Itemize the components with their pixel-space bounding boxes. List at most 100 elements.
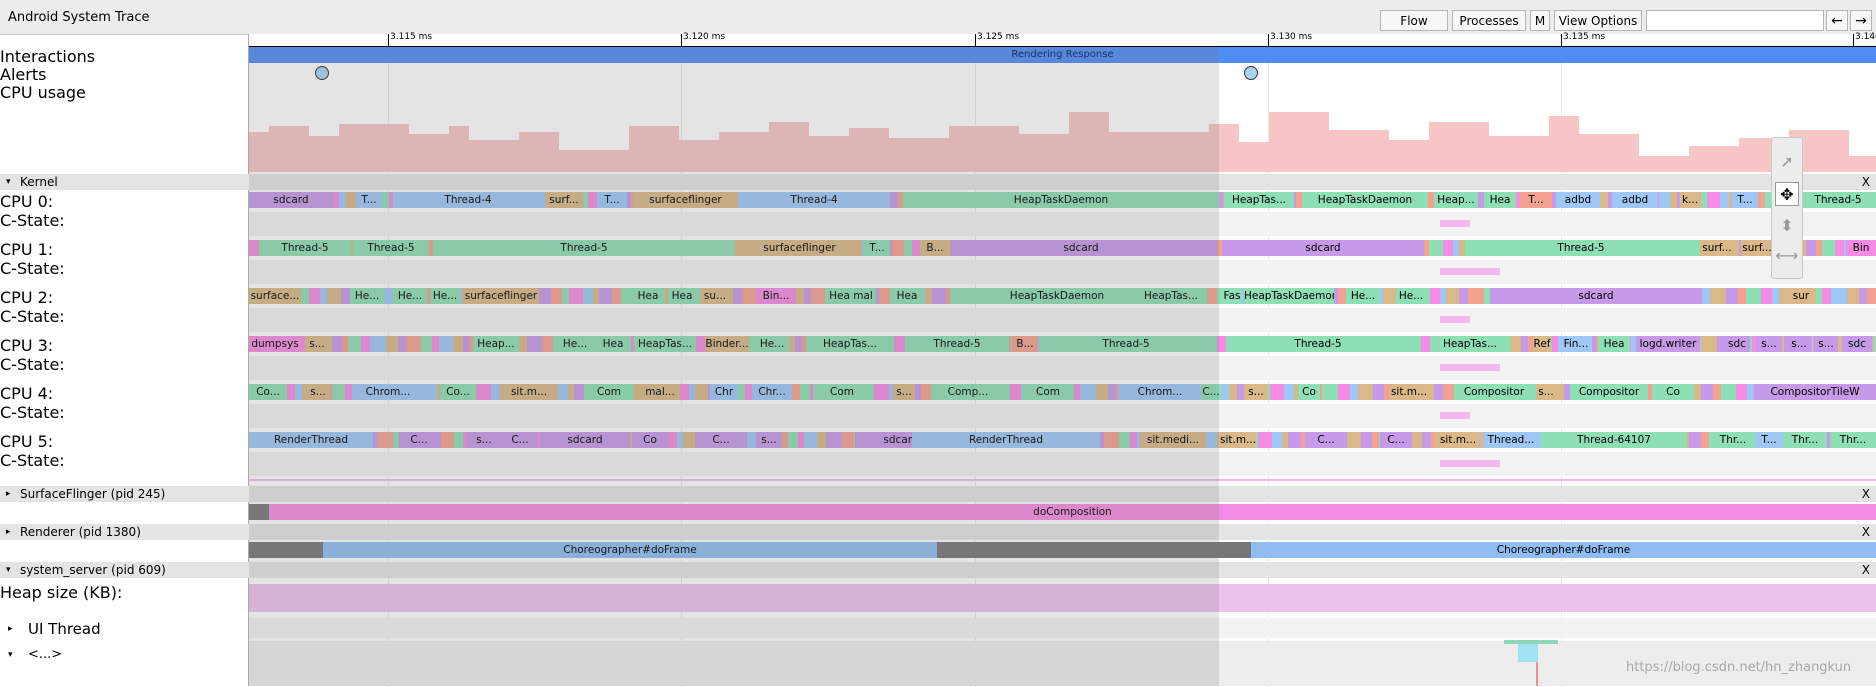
cpu-slice-small[interactable] bbox=[1816, 240, 1822, 256]
cpu-slice-small[interactable] bbox=[1205, 432, 1217, 448]
cpu-slice[interactable]: C... bbox=[695, 432, 747, 448]
cpu-slice[interactable]: B... bbox=[920, 240, 950, 256]
cpu-slice-small[interactable] bbox=[1217, 192, 1223, 208]
cpu-slice-small[interactable] bbox=[1096, 432, 1104, 448]
cpu-slice[interactable]: sdcard bbox=[249, 192, 333, 208]
cpu-slice-small[interactable] bbox=[295, 384, 302, 400]
cpu-slice[interactable]: surface... bbox=[249, 288, 301, 304]
cpu-slice-small[interactable] bbox=[677, 432, 683, 448]
cpu-slice-small[interactable] bbox=[527, 336, 542, 352]
collapse-icon[interactable]: ▾ bbox=[6, 565, 11, 575]
cpu-slice[interactable]: Thread-5 bbox=[1800, 192, 1876, 208]
cpu-slice-small[interactable] bbox=[1736, 384, 1747, 400]
cpu-slice-small[interactable] bbox=[361, 336, 370, 352]
cpu-slice[interactable]: T... bbox=[1755, 432, 1783, 448]
cpu-slice-small[interactable] bbox=[679, 384, 689, 400]
cpu-slice-small[interactable] bbox=[1346, 432, 1361, 448]
cpu-slice-small[interactable] bbox=[1440, 288, 1446, 304]
cpu-slice-small[interactable] bbox=[1453, 240, 1459, 256]
cpu-slice[interactable]: C... bbox=[1201, 384, 1221, 400]
cpu-slice-small[interactable] bbox=[1373, 384, 1384, 400]
cpu-slice[interactable]: Thread-5 bbox=[905, 336, 1009, 352]
cpu-slice-small[interactable] bbox=[1757, 192, 1765, 208]
cstate-mark[interactable] bbox=[1440, 364, 1500, 371]
cpu-slice-small[interactable] bbox=[599, 288, 612, 304]
cpu-slice-small[interactable] bbox=[1747, 384, 1754, 400]
search-input[interactable] bbox=[1646, 10, 1824, 31]
cpu-slice[interactable]: Hea bbox=[668, 288, 696, 304]
cpu-slice-small[interactable] bbox=[1707, 192, 1720, 208]
cpu-slice[interactable]: adbd bbox=[1556, 192, 1600, 208]
cpu-slice-small[interactable] bbox=[733, 288, 742, 304]
cpu-slice-small[interactable] bbox=[1294, 384, 1300, 400]
cpu-slice-small[interactable] bbox=[800, 384, 810, 400]
cstate-mark[interactable] bbox=[1440, 460, 1500, 467]
alert-marker[interactable] bbox=[315, 66, 329, 80]
cpu-slice[interactable]: He... bbox=[393, 288, 427, 304]
cpu-slice[interactable]: Com bbox=[1022, 384, 1074, 400]
cpu-slice[interactable]: Thread-5 bbox=[1465, 240, 1697, 256]
zoom-icon[interactable]: ⬍ bbox=[1780, 216, 1794, 235]
cpu-slice[interactable]: sdcard bbox=[951, 240, 1211, 256]
cpu-slice-small[interactable] bbox=[826, 432, 842, 448]
cpu-slice-small[interactable] bbox=[439, 336, 453, 352]
cpu-slice[interactable]: HeapTas... bbox=[1224, 192, 1294, 208]
cpu-slice[interactable]: C... bbox=[399, 432, 439, 448]
thread-slice[interactable] bbox=[1536, 662, 1538, 686]
cpu-slice[interactable]: Thread-64107 bbox=[1541, 432, 1687, 448]
cpu-slice[interactable]: sdcard bbox=[1490, 288, 1702, 304]
cpu-slice-small[interactable] bbox=[1208, 336, 1217, 352]
cpu-slice[interactable]: He... bbox=[1396, 288, 1426, 304]
cpu-slice-small[interactable] bbox=[1822, 240, 1835, 256]
cpu-slice[interactable]: s... bbox=[1786, 336, 1812, 352]
cpu-slice[interactable]: Bin bbox=[1846, 240, 1876, 256]
cpu-slice[interactable]: C... bbox=[502, 432, 538, 448]
cpu-slice-small[interactable] bbox=[421, 336, 432, 352]
cpu-slice[interactable]: T... bbox=[597, 192, 627, 208]
cpu-slice[interactable]: Heap... bbox=[473, 336, 519, 352]
cpu-slice[interactable]: HeapTaskDaemon bbox=[950, 288, 1164, 304]
cpu-slice-small[interactable] bbox=[1428, 192, 1435, 208]
cpu-slice-small[interactable] bbox=[1835, 240, 1844, 256]
cpu-slice[interactable]: Thread-4 bbox=[738, 192, 890, 208]
cpu-slice-small[interactable] bbox=[1510, 336, 1521, 352]
cpu-slice[interactable]: Com bbox=[584, 384, 634, 400]
cpu-slice[interactable]: T... bbox=[864, 240, 890, 256]
cpu-slice-small[interactable] bbox=[341, 288, 351, 304]
cpu-slice[interactable]: Hea bbox=[1598, 336, 1630, 352]
cpu-slice-small[interactable] bbox=[1288, 432, 1301, 448]
cpu-slice-small[interactable] bbox=[1429, 240, 1443, 256]
cpu-slice-small[interactable] bbox=[1010, 384, 1021, 400]
cpu-slice[interactable]: Co bbox=[1298, 384, 1320, 400]
cpu-slice[interactable]: He... bbox=[755, 336, 789, 352]
m-button[interactable]: M bbox=[1530, 10, 1550, 31]
cpu-slice-small[interactable] bbox=[348, 336, 361, 352]
cpu-slice-small[interactable] bbox=[1806, 240, 1816, 256]
cpu-slice[interactable]: Thread-5 bbox=[433, 240, 735, 256]
cpu-slice[interactable]: B... bbox=[1012, 336, 1038, 352]
cpu-slice[interactable]: He... bbox=[350, 288, 384, 304]
cpu-slice[interactable]: T... bbox=[356, 192, 382, 208]
cpu-slice-small[interactable] bbox=[612, 288, 621, 304]
cpu-slice-small[interactable] bbox=[1104, 432, 1119, 448]
close-icon[interactable]: X bbox=[1861, 525, 1870, 539]
cpu-slice-small[interactable] bbox=[441, 432, 454, 448]
cpu-slice-small[interactable] bbox=[1338, 288, 1347, 304]
alert-marker[interactable] bbox=[1244, 66, 1258, 80]
cpu-slice-small[interactable] bbox=[1515, 192, 1523, 208]
cpu-slice[interactable]: HeapTaskDaemon bbox=[1302, 192, 1428, 208]
cpu-slice-small[interactable] bbox=[1130, 432, 1137, 448]
cpu-slice[interactable]: He... bbox=[430, 288, 460, 304]
cpu-slice[interactable]: s... bbox=[1244, 384, 1268, 400]
cpu-slice-small[interactable] bbox=[1772, 288, 1779, 304]
cstate-mark[interactable] bbox=[1440, 412, 1470, 419]
cpu-slice[interactable]: C... bbox=[1380, 432, 1412, 448]
cpu-slice-small[interactable] bbox=[345, 384, 354, 400]
cpu-slice-small[interactable] bbox=[1108, 384, 1116, 400]
cpu-slice[interactable]: C... bbox=[1305, 432, 1347, 448]
cpu-slice[interactable]: s... bbox=[893, 384, 915, 400]
cpu-slice-small[interactable] bbox=[1384, 384, 1391, 400]
cpu-slice[interactable]: surf... bbox=[1700, 240, 1734, 256]
cpu-slice-small[interactable] bbox=[689, 384, 695, 400]
collapse-icon[interactable]: ▾ bbox=[8, 650, 13, 660]
